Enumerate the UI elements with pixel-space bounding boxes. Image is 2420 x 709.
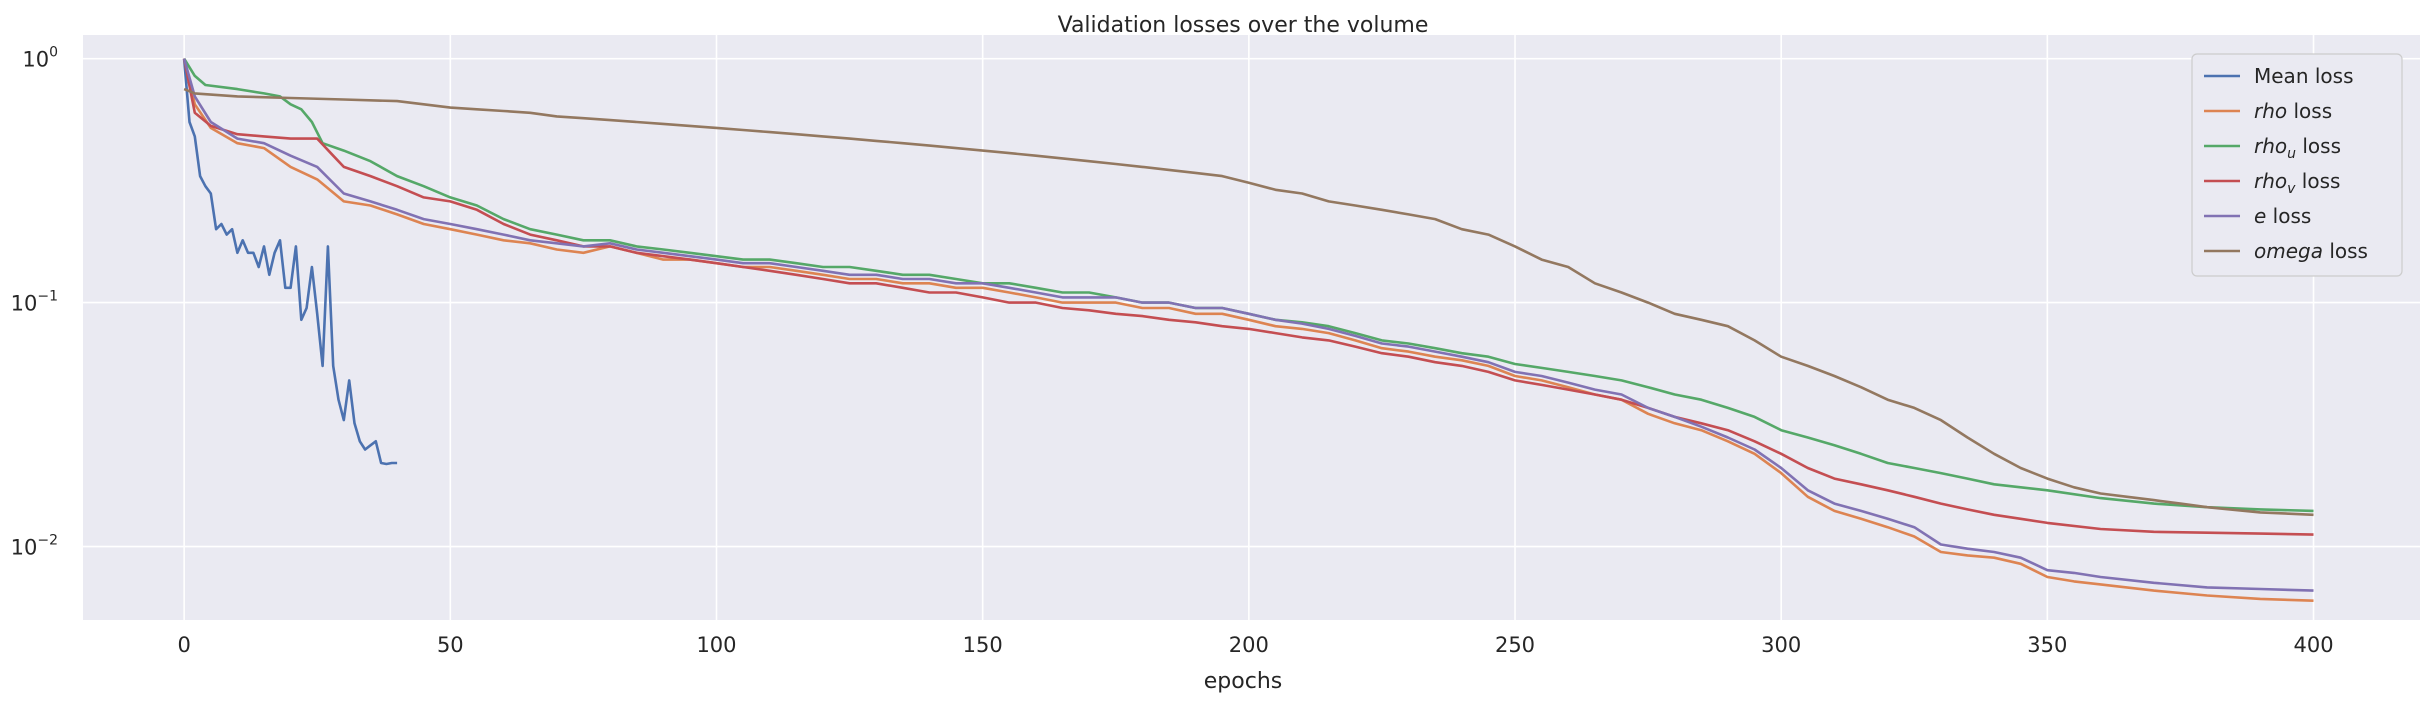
legend-label-e: e loss	[2254, 204, 2311, 228]
plot-background	[83, 35, 2420, 620]
legend: Mean loss rho loss rhou loss rhov loss e los…	[2191, 53, 2403, 277]
y-tick-label: 10−2	[11, 533, 58, 560]
series-lines	[182, 57, 2314, 602]
series-line-mean	[182, 58, 398, 466]
series-line-e	[182, 58, 2314, 592]
y-tick-label: 10−1	[11, 289, 58, 316]
x-axis-ticks: 0 50 100 150 200 250 300 350 400	[177, 633, 2333, 657]
series-line-rho	[182, 58, 2314, 602]
x-tick-label: 300	[1761, 633, 1801, 657]
series-line-omega	[183, 87, 2314, 517]
legend-label-rho: rho loss	[2254, 99, 2332, 123]
legend-label-rhov: rhov loss	[2254, 169, 2340, 197]
x-tick-label: 200	[1229, 633, 1269, 657]
y-axis-ticks: 10−2 10−1 100	[11, 45, 58, 560]
legend-label-mean: Mean loss	[2254, 64, 2353, 88]
legend-label-omega: omega loss	[2254, 239, 2368, 263]
x-tick-label: 0	[177, 633, 190, 657]
legend-box	[2191, 53, 2403, 277]
x-tick-label: 400	[2293, 633, 2333, 657]
legend-label-rhou: rhou loss	[2254, 134, 2341, 162]
x-tick-label: 50	[437, 633, 464, 657]
x-axis-label: epochs	[1204, 669, 1282, 694]
x-tick-label: 350	[2027, 633, 2067, 657]
chart-title: Validation losses over the volume	[1058, 13, 1429, 38]
x-tick-label: 100	[696, 633, 736, 657]
x-tick-label: 250	[1495, 633, 1535, 657]
gridlines	[83, 35, 2420, 620]
y-tick-label: 100	[22, 45, 58, 72]
x-tick-label: 150	[963, 633, 1003, 657]
series-line-rhov	[182, 58, 2314, 536]
